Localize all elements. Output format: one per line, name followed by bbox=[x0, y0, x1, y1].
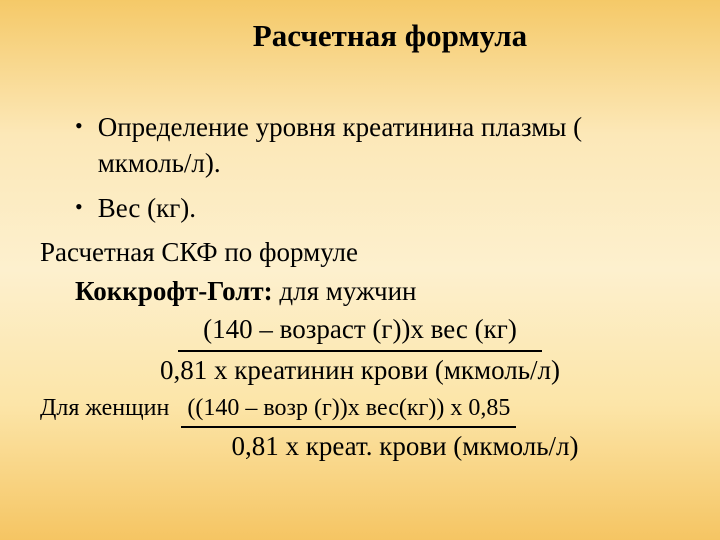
slide-title: Расчетная формула bbox=[100, 18, 680, 54]
bullet-text-1: Определение уровня креатинина плазмы ( м… bbox=[98, 109, 680, 182]
formula-name: Коккрофт-Голт: bbox=[75, 276, 279, 306]
formula-men-numerator-row: (140 – возраст (г))х вес (кг) bbox=[40, 311, 680, 351]
bullet-marker: • bbox=[75, 109, 83, 182]
formula-women-numerator: ((140 – возр (г))х вес(кг)) х 0,85 bbox=[181, 392, 516, 428]
formula-audience-women: Для женщин bbox=[40, 395, 169, 421]
formula-men-numerator: (140 – возраст (г))х вес (кг) bbox=[178, 311, 542, 351]
formula-intro-line1: Расчетная СКФ по формуле bbox=[40, 234, 680, 270]
formula-intro-text: Расчетная СКФ по формуле bbox=[40, 237, 358, 267]
formula-women-line: Для женщин ((140 – возр (г))х вес(кг)) х… bbox=[40, 392, 680, 428]
formula-audience-men: для мужчин bbox=[279, 276, 416, 306]
bullet-item-1: • Определение уровня креатинина плазмы (… bbox=[75, 109, 680, 182]
formula-women-denominator: 0,81 х креат. крови (мкмоль/л) bbox=[130, 428, 680, 464]
slide-content: • Определение уровня креатинина плазмы (… bbox=[40, 109, 680, 465]
formula-men-denominator: 0,81 х креатинин крови (мкмоль/л) bbox=[40, 352, 680, 388]
slide-container: Расчетная формула • Определение уровня к… bbox=[0, 0, 720, 540]
formula-intro-line2: Коккрофт-Голт: для мужчин bbox=[75, 273, 680, 309]
bullet-text-2: Вес (кг). bbox=[98, 190, 680, 226]
bullet-item-2: • Вес (кг). bbox=[75, 190, 680, 226]
bullet-marker: • bbox=[75, 190, 83, 226]
